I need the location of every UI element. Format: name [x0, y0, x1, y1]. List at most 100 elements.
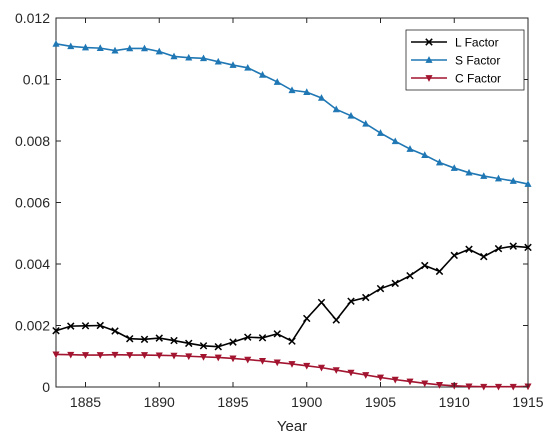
data-point — [303, 314, 311, 323]
data-point — [421, 380, 429, 388]
x-tick-label: 1905 — [365, 394, 396, 410]
data-point — [509, 383, 517, 391]
legend-swatch-marker — [425, 38, 433, 46]
data-point — [391, 137, 399, 145]
data-point — [52, 39, 60, 47]
data-point — [81, 322, 90, 330]
data-point — [362, 372, 370, 379]
legend-item: C Factor — [411, 72, 501, 86]
data-point — [140, 352, 149, 359]
data-point — [376, 284, 385, 293]
series-s-factor — [52, 39, 532, 187]
data-point — [347, 111, 355, 119]
legend-swatch-marker — [425, 75, 433, 82]
data-point — [435, 158, 444, 166]
data-point — [494, 383, 503, 391]
y-tick-label: 0.004 — [15, 256, 50, 272]
data-point — [214, 57, 222, 65]
data-point — [524, 180, 532, 187]
data-point — [288, 86, 296, 94]
legend: L Factor S Factor C Factor — [405, 29, 525, 91]
legend-item: L Factor — [411, 36, 499, 50]
x-tick-label: 1885 — [70, 394, 101, 410]
legend-items: L Factor S Factor C Factor — [411, 36, 501, 86]
data-point — [376, 129, 385, 136]
data-point — [244, 63, 252, 71]
x-tick-label: 1890 — [144, 394, 175, 410]
data-point — [494, 174, 503, 182]
data-point — [96, 321, 104, 330]
data-point — [155, 334, 163, 342]
data-point — [347, 297, 355, 305]
data-point — [214, 354, 222, 362]
data-point — [494, 244, 503, 253]
data-point — [140, 44, 149, 52]
y-tick-label: 0.01 — [23, 72, 50, 88]
x-tick-label: 1900 — [291, 394, 322, 410]
data-point — [199, 54, 208, 62]
data-point — [126, 334, 134, 343]
y-tick-label: 0.006 — [15, 195, 50, 211]
data-point — [67, 42, 75, 50]
y-tick-label: 0.012 — [15, 10, 50, 26]
data-point — [111, 46, 119, 54]
data-point — [303, 362, 311, 370]
data-point — [465, 245, 473, 253]
data-point — [435, 267, 444, 276]
data-point — [229, 61, 237, 68]
data-point — [155, 47, 163, 55]
data-point — [273, 330, 281, 338]
data-point — [170, 352, 178, 360]
legend-label: L Factor — [455, 36, 499, 50]
data-point — [258, 334, 267, 342]
legend-label: C Factor — [455, 72, 501, 86]
data-point — [96, 352, 104, 359]
data-point — [406, 271, 414, 280]
data-point — [332, 316, 340, 324]
data-point — [362, 119, 370, 127]
data-point — [332, 367, 340, 374]
legend-item: S Factor — [411, 54, 500, 68]
data-point — [524, 243, 532, 252]
data-point — [288, 337, 296, 345]
data-point — [332, 105, 340, 113]
data-point — [126, 352, 134, 359]
data-point — [170, 52, 178, 60]
data-point — [421, 151, 429, 159]
data-point — [435, 381, 444, 389]
data-point — [81, 43, 90, 51]
x-tick-label: 1910 — [439, 394, 470, 410]
data-point — [67, 322, 75, 330]
data-point — [288, 361, 296, 368]
data-point — [214, 342, 222, 351]
legend-swatch-marker — [425, 56, 433, 63]
data-point — [199, 342, 208, 350]
data-point — [317, 94, 326, 101]
series-layer — [52, 39, 532, 391]
data-point — [244, 356, 252, 364]
data-point — [406, 378, 414, 386]
data-point — [303, 88, 311, 95]
data-point — [273, 359, 281, 367]
x-axis-title: Year — [277, 418, 307, 435]
data-point — [229, 355, 237, 363]
data-point — [170, 336, 178, 345]
data-point — [421, 261, 429, 270]
x-tick-label: 1915 — [512, 394, 543, 410]
data-point — [376, 374, 385, 382]
data-point — [185, 353, 193, 361]
data-point — [509, 242, 517, 250]
data-point — [111, 351, 119, 359]
data-point — [317, 364, 326, 372]
data-point — [126, 44, 134, 52]
data-point — [362, 293, 370, 302]
data-point — [391, 279, 399, 288]
data-point — [52, 351, 60, 359]
data-point — [258, 358, 267, 365]
data-point — [465, 168, 473, 176]
data-point — [273, 78, 281, 85]
data-point — [229, 338, 237, 346]
data-point — [96, 44, 104, 51]
series-l-factor — [52, 242, 532, 351]
